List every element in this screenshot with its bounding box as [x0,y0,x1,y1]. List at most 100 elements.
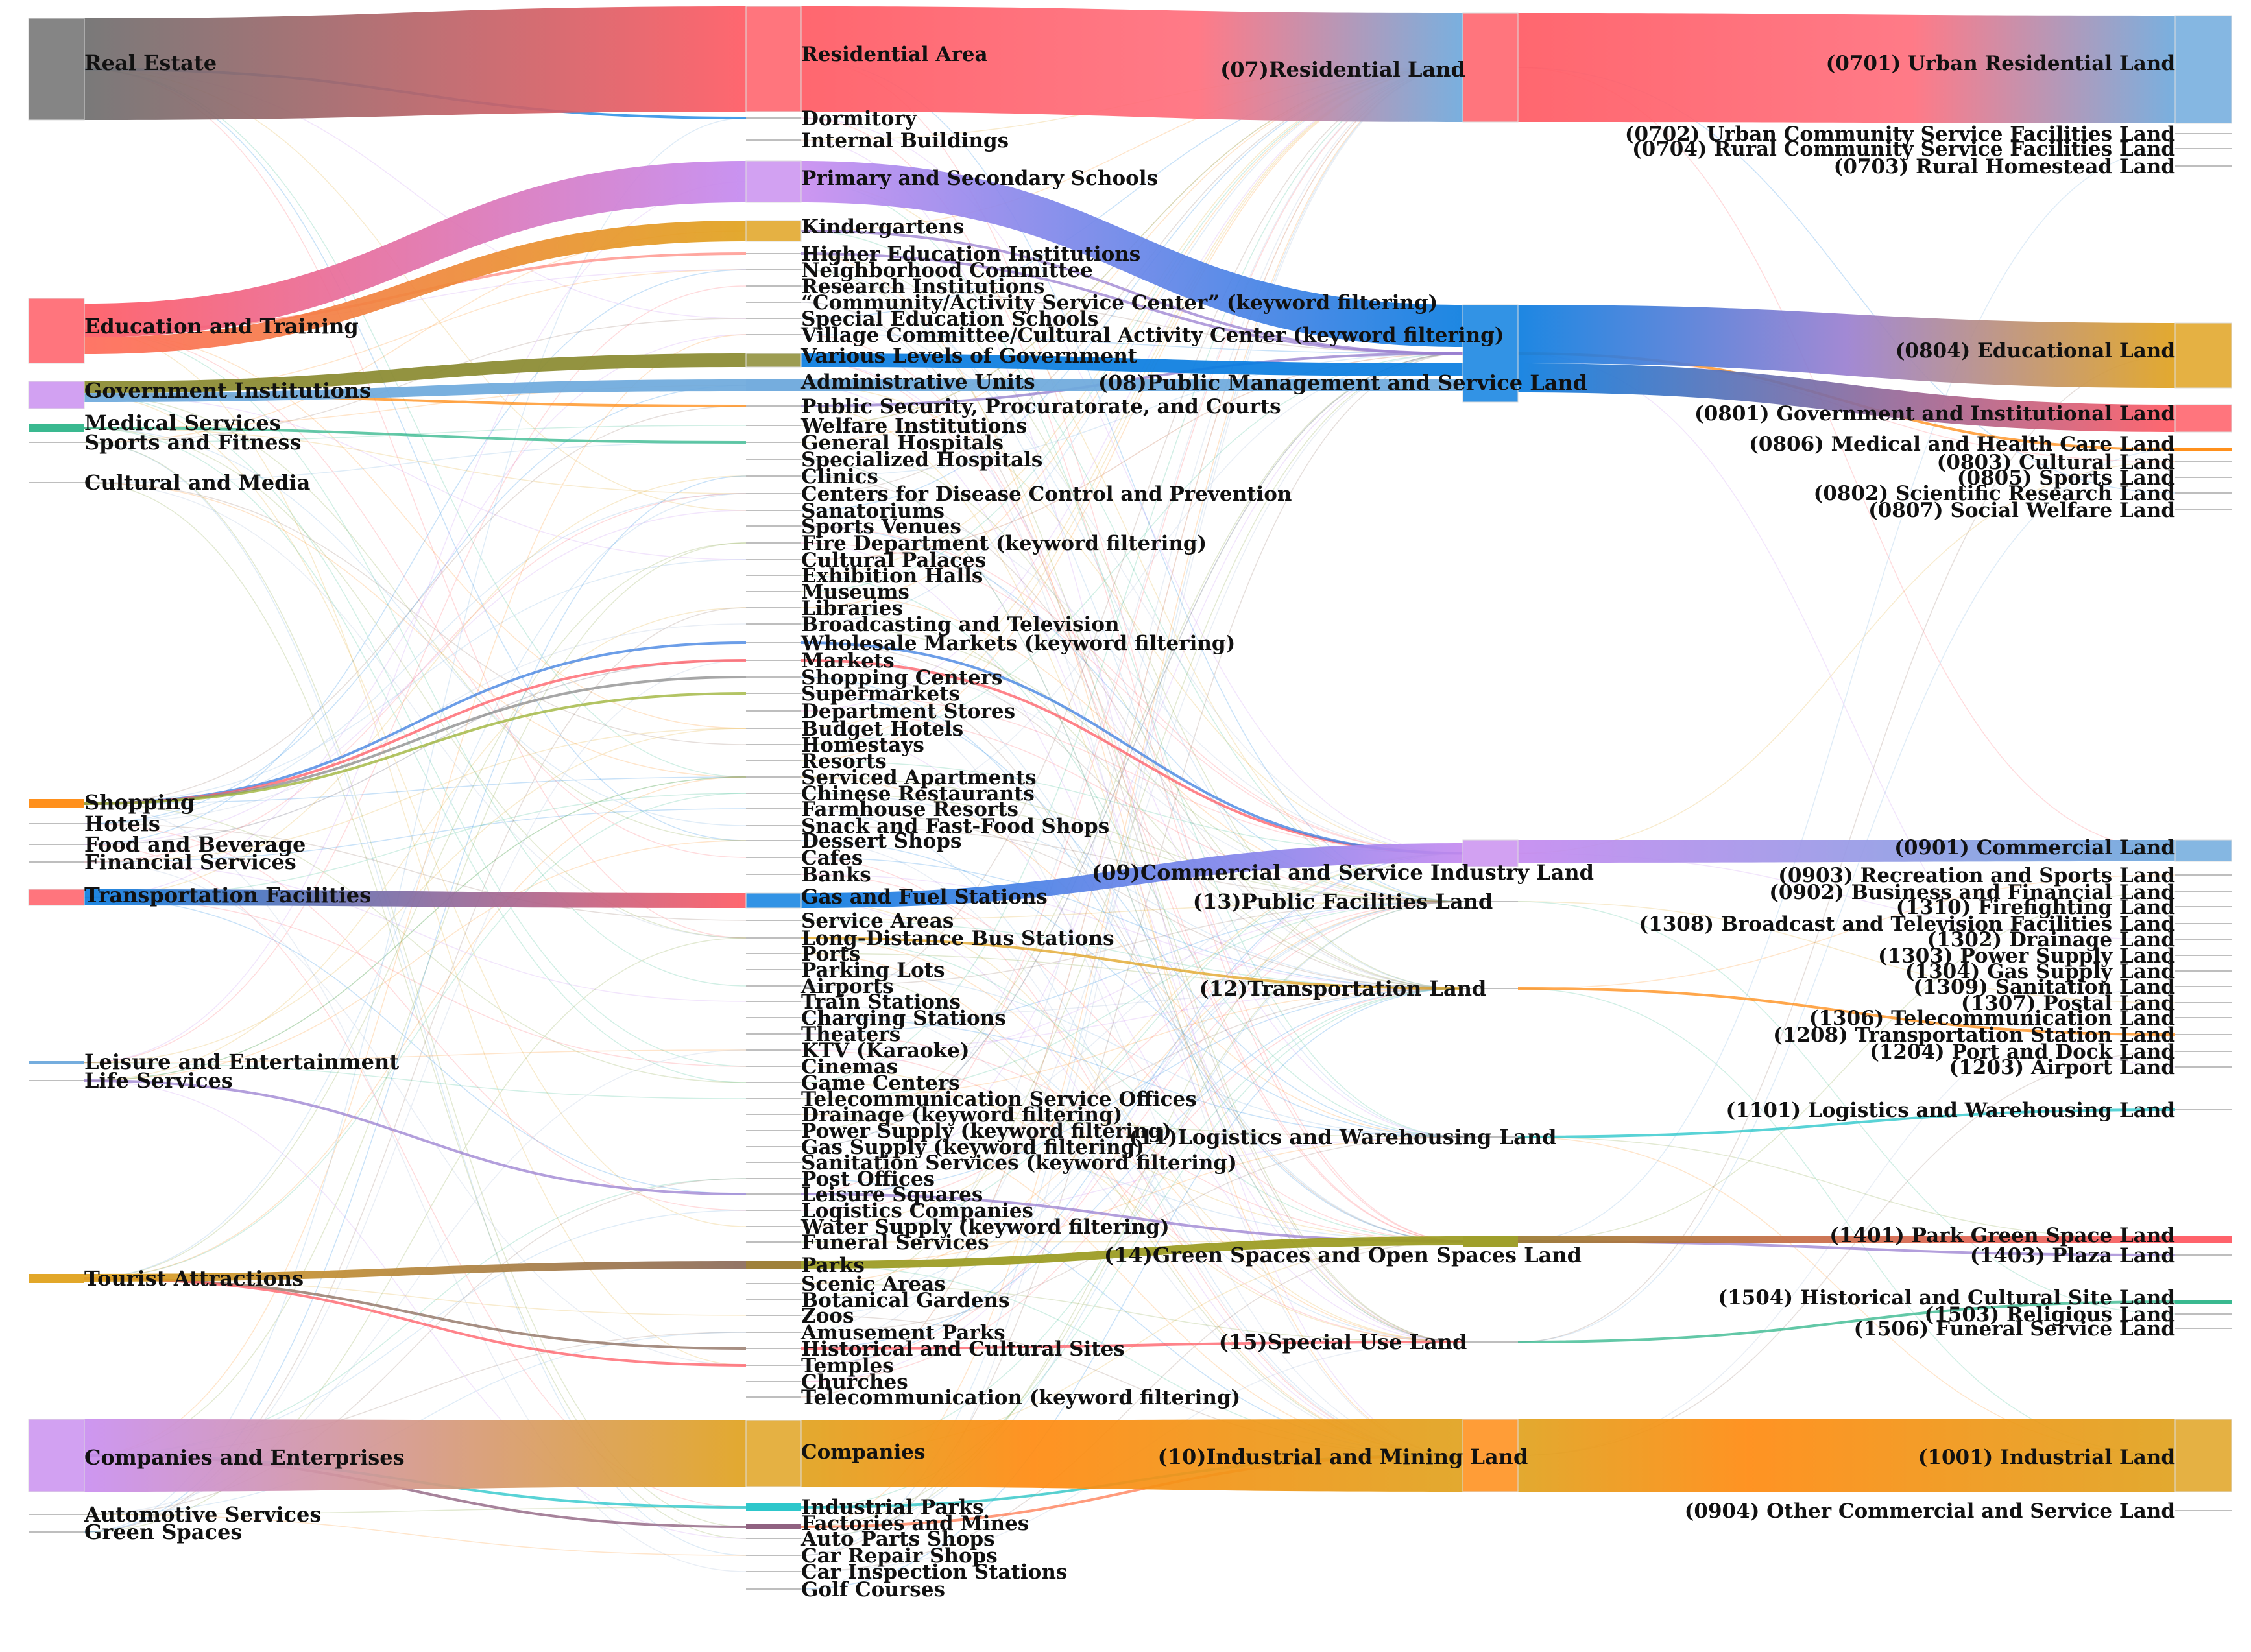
node-bar-charging-stations [746,1017,801,1018]
flow-ribbon-various-levels-of-government-to-08-public-management-and-service-land [801,353,1463,376]
node-label-1308-broadcast-and-television-facilities-land: (1308) Broadcast and Television Faciliti… [1639,913,2175,936]
minor-flow-link [800,1136,1463,1265]
node-bar-financial-services [29,861,84,863]
node-label-0903-recreation-and-sports-land: (0903) Recreation and Sports Land [1778,864,2175,887]
node-bar-exhibition-halls [746,575,801,576]
minor-flow-link [800,1017,1463,1138]
minor-flow-link [84,330,747,987]
node-bar-game-centers [746,1082,801,1083]
minor-flow-link [84,1178,747,1456]
minor-flow-link [84,861,747,1002]
node-bar-1303-power-supply-land [2175,955,2232,956]
node-label-shopping-centers: Shopping Centers [801,666,1003,689]
node-bar-churches [746,1381,801,1382]
node-label-internal-buildings: Internal Buildings [801,129,1009,152]
minor-flow-link [1517,891,2176,1242]
node-bar-life-services [29,1080,84,1081]
node-bar-administrative-units [746,379,801,391]
node-label-car-repair-shops: Car Repair Shops [801,1544,998,1568]
minor-flow-link [800,139,1463,1456]
minor-flow-link [800,988,1463,1018]
minor-flow-link [84,334,747,898]
minor-flow-link [800,901,1463,1211]
minor-flow-link [800,988,1463,1051]
node-bar-0801-government-and-institutional-land [2175,405,2232,432]
node-label-0703-rural-homestead-land: (0703) Rural Homestead Land [1834,155,2175,178]
node-bar-0904-other-commercial-and-service-land [2175,1510,2232,1511]
node-bar-sanatoriums [746,510,801,511]
flow-ribbon-companies-to-10-industrial-and-mining-land [801,1419,1463,1492]
node-bar-green-spaces [29,1531,84,1533]
node-label-historical-and-cultural-sites: Historical and Cultural Sites [801,1337,1125,1361]
node-bar-telecommunication-service-offices [746,1098,801,1099]
flow-ribbon-08-public-management-and-service-land-to-0804-educational-land [1518,305,2175,388]
node-label-0804-educational-land: (0804) Educational Land [1896,339,2175,363]
minor-flow-link [800,710,1463,902]
minor-flow-link [800,459,1463,1343]
node-label-0802-scientific-research-land: (0802) Scientific Research Land [1814,482,2175,505]
node-bar-highlight [1462,1419,1519,1492]
node-bar-chinese-restaurants [746,793,801,794]
node-label-14-green-spaces-and-open-spaces-land: (14)Green Spaces and Open Spaces Land [1104,1243,1582,1267]
flow-ribbon-07-residential-land-to-0701-urban-residential-land [1518,13,2175,123]
node-label-charging-stations: Charging Stations [801,1007,1006,1030]
minor-flow-link [800,67,1463,1333]
node-bar-sanitation-services-keyword-filtering [746,1162,801,1163]
minor-flow-link [84,1049,747,1064]
node-label-1403-plaza-land: (1403) Plaza Land [1970,1244,2175,1267]
node-label-real-estate: Real Estate [84,51,217,75]
node-bar-highlight [745,220,802,242]
flow-ribbon-government-institutions-to-administrative-units [84,379,746,402]
node-bar-banks [746,874,801,875]
node-bar-highlight [1462,839,1519,867]
node-label-1306-telecommunication-land: (1306) Telecommunication Land [1809,1007,2175,1030]
minor-flow-link [800,693,1463,854]
node-bar-libraries [746,607,801,608]
minor-flow-link [1517,148,2176,1242]
minor-flow-link [1517,353,2176,1068]
minor-flow-link [800,793,1463,989]
minor-flow-link [800,353,1463,1349]
node-bar-0704-rural-community-service-facilities-land [2175,148,2232,149]
node-bar-highlight [2174,1419,2232,1492]
node-bar-neighborhood-committee [746,269,801,270]
minor-flow-link [800,58,1463,1242]
minor-flow-link [800,1049,1463,1343]
minor-flow-link [84,776,747,1279]
node-bar-highlight [2174,404,2232,433]
minor-flow-link [800,988,1463,1349]
minor-flow-link [800,676,1463,1242]
node-label-administrative-units: Administrative Units [800,370,1035,394]
minor-flow-link [800,334,1463,354]
node-label-water-supply-keyword-filtering: Water Supply (keyword filtering) [800,1215,1170,1239]
flow-ribbon-government-institutions-to-various-levels-of-government [84,353,746,393]
minor-flow-link [84,510,747,845]
node-bar-0805-sports-land [2175,477,2232,478]
node-label-13-public-facilities-land: (13)Public Facilities Land [1193,889,1493,914]
minor-flow-link [800,353,1463,1131]
node-bar-cinemas [746,1066,801,1067]
minor-flow-link [1517,874,2176,989]
minor-flow-link [800,857,1463,989]
node-label-residential-area: Residential Area [801,43,988,66]
minor-flow-link [1517,1136,2176,1240]
minor-flow-link [800,901,1463,1035]
node-label-leisure-and-entertainment: Leisure and Entertainment [84,1049,399,1074]
minor-flow-link [84,442,747,483]
flow-ribbon-real-estate-to-residential-area [84,6,746,120]
node-label-1309-sanitation-land: (1309) Sanitation Land [1913,976,2175,999]
minor-flow-link [800,1114,1463,1138]
minor-flow-link [800,988,1463,1382]
flow-ribbon-transportation-facilities-to-gas-and-fuel-stations [84,889,746,908]
minor-flow-link [84,542,747,1279]
node-bar-power-supply-keyword-filtering [746,1130,801,1131]
node-label-0701-urban-residential-land: (0701) Urban Residential Land [1826,52,2175,75]
node-label-community-activity-service-center-keyword-filtering: “Community/Activity Service Center” (key… [801,291,1438,315]
node-bar-1204-port-and-dock-land [2175,1051,2232,1052]
minor-flow-link [800,67,1463,1179]
node-label-1310-firefighting-land: (1310) Firefighting Land [1896,896,2175,919]
node-bar-botanical-gardens [746,1299,801,1300]
node-bar-highlight [745,1420,802,1487]
node-bar-1304-gas-supply-land [2175,970,2232,972]
node-label-government-institutions: Government Institutions [84,378,371,403]
